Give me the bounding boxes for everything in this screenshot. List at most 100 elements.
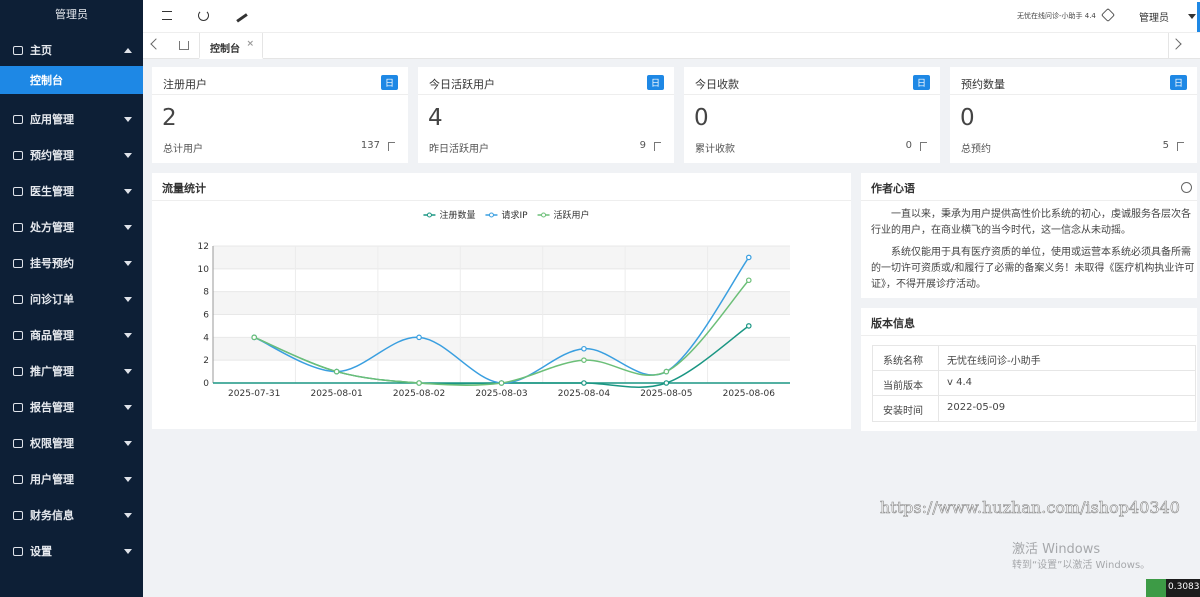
menu-item[interactable]: 主页 [0,32,143,68]
y-tick-label: 12 [198,242,209,252]
menu-icon [13,222,23,232]
card-title: 注册用户 [163,78,207,91]
menu-item[interactable]: 挂号预约 [0,245,143,281]
menu-item[interactable]: 应用管理 [0,101,143,137]
card-sub-label: 总预约 [961,144,991,155]
data-point [745,254,752,261]
tab[interactable]: 控制台 × [199,33,263,59]
info-icon[interactable] [1181,182,1192,193]
card-sub-label: 累计收款 [695,144,735,155]
card-sub-label: 总计用户 [163,144,203,155]
y-tick-label: 4 [203,333,209,343]
card-badge: 日 [380,75,398,90]
panel-title: 作者心语 [861,173,1197,201]
menu-arrow [124,332,132,338]
menu-item[interactable]: 用户管理 [0,461,143,497]
menu-arrow [124,368,132,374]
tab-prev[interactable] [150,38,162,50]
row-key: 当前版本 [883,380,923,392]
menu-arrow [124,47,132,53]
menu-icon [13,186,23,196]
legend-item[interactable]: 请求IP [485,209,528,221]
x-tick-label: 2025-08-05 [640,389,692,399]
user-arrow [1188,14,1196,19]
x-tick-label: 2025-08-03 [475,389,527,399]
flag-icon [1177,142,1184,151]
legend-dot [488,212,494,218]
submenu-label: 控制台 [30,74,63,87]
flag-icon [654,142,661,151]
stat-card: 预约数量 日 0 总预约 5 [950,67,1197,163]
row-key: 系统名称 [883,356,923,367]
card-sub-value: 9 [639,140,646,151]
menu-item[interactable]: 商品管理 [0,317,143,353]
legend-label: 注册数量 [439,209,475,221]
row-value: 无忧在线问诊-小助手 [947,356,1041,367]
table-row: 系统名称 无忧在线问诊-小助手 [872,345,1196,371]
menu-item[interactable]: 医生管理 [0,173,143,209]
grid-band [213,291,790,315]
legend-item[interactable]: 注册数量 [423,209,475,221]
menu-arrow [124,224,132,230]
menu-label: 医生管理 [30,185,74,198]
menu-icon [13,258,23,268]
data-point [251,334,258,341]
data-point [581,345,587,352]
divider [938,396,939,421]
data-point [581,357,587,363]
row-value: 2022-05-09 [947,402,1006,413]
tag-icon[interactable] [1100,7,1116,23]
paragraph: 一直以来，秉承为用户提供高性价比系统的初心，虔诚服务各层次各行业的用户，在商业横… [871,209,1191,236]
menu-label: 预约管理 [30,149,74,162]
menu-label: 应用管理 [30,113,74,126]
home-tab[interactable] [179,41,189,50]
x-tick-label: 2025-08-02 [393,389,445,399]
tab-close[interactable]: × [246,39,254,49]
y-tick-label: 8 [203,288,209,298]
menu-icon [13,510,23,520]
menu-item[interactable]: 预约管理 [0,137,143,173]
menu-label: 问诊订单 [30,293,74,306]
legend-item[interactable]: 活跃用户 [537,209,590,221]
divider [938,346,939,370]
card-value: 2 [162,105,177,131]
divider [938,370,939,395]
clean-button[interactable] [232,7,248,23]
menu-arrow [124,440,132,446]
tab-next[interactable] [1170,38,1182,50]
refresh-button[interactable] [198,10,209,21]
menu-item[interactable]: 设置 [0,533,143,569]
menu-item[interactable]: 处方管理 [0,209,143,245]
y-tick-label: 6 [203,311,209,321]
menu-item[interactable]: 报告管理 [0,389,143,425]
menu-item[interactable]: 权限管理 [0,425,143,461]
menu-item[interactable]: 推广管理 [0,353,143,389]
grid-band [213,337,790,361]
menu-label: 主页 [30,44,52,57]
menu-toggle[interactable] [162,11,172,20]
y-tick-label: 10 [198,265,210,275]
card-sub-value: 5 [1162,140,1169,151]
version-table: 系统名称 无忧在线问诊-小助手 当前版本 v 4.4 安装时间 2022-05-09 [872,345,1196,422]
data-point [663,368,670,375]
menu-item[interactable]: 问诊订单 [0,281,143,317]
activate-hint: 转到“设置”以激活 Windows。 [1012,560,1151,571]
card-value: 0 [960,105,975,131]
row-value: v 4.4 [947,376,972,388]
user-menu[interactable]: 管理员 [1139,13,1169,24]
menu-item[interactable]: 财务信息 [0,497,143,533]
flag-icon [388,142,395,151]
card-sub-label: 昨日活跃用户 [429,144,489,155]
divider [1168,33,1169,59]
menu-arrow [124,260,132,266]
sidebar-title: 管理员 [55,8,88,21]
edge-bar [1197,2,1200,32]
chart: 0 2 4 6 8 10 12 2025-07-31 2025-08-01 2025-08-02 2… [198,209,790,399]
submenu-item[interactable]: 控制台 [0,66,143,94]
card-badge: 日 [646,75,664,90]
x-tick-label: 2025-08-06 [723,389,776,399]
menu-label: 挂号预约 [30,257,74,270]
menu-arrow [124,404,132,410]
stat-card: 注册用户 日 2 总计用户 137 [152,67,408,163]
card-badge: 日 [1169,75,1187,90]
